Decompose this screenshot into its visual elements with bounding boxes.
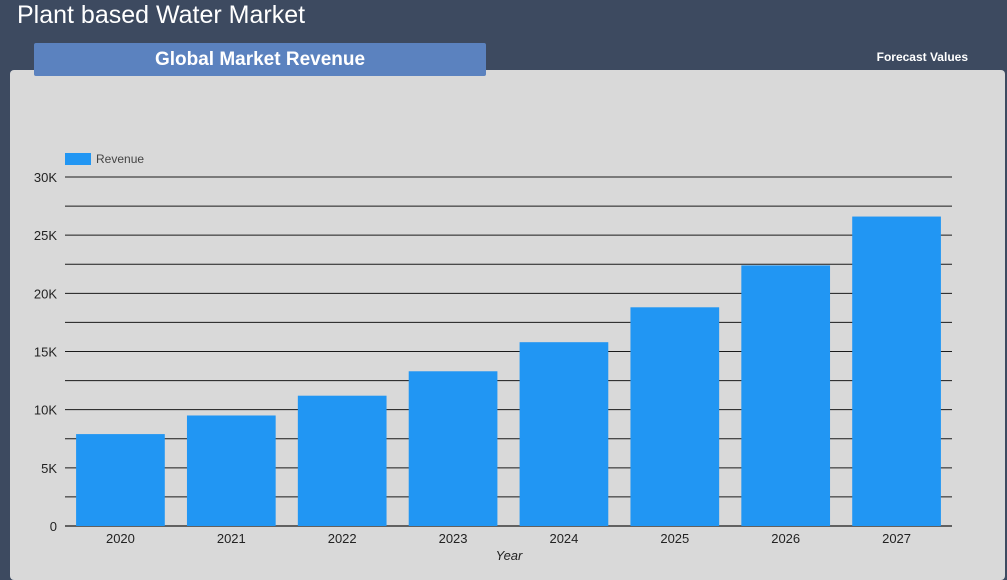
bar-2024[interactable] [519, 342, 609, 526]
bar-2020[interactable] [76, 434, 165, 526]
y-tick-label: 10K [34, 403, 57, 418]
legend: Revenue [65, 152, 144, 166]
bars [76, 216, 941, 526]
legend-swatch-revenue [65, 153, 91, 165]
x-tick-label: 2022 [328, 531, 357, 546]
x-tick-label: 2027 [882, 531, 911, 546]
bar-2027[interactable] [852, 216, 941, 526]
y-axis-ticks: 0 5K 10K 15K 20K 25K 30K [34, 170, 57, 534]
x-tick-label: 2024 [549, 531, 578, 546]
legend-label-revenue: Revenue [96, 152, 144, 166]
bar-2022[interactable] [297, 395, 387, 526]
y-tick-label: 15K [34, 345, 57, 360]
y-tick-label: 5K [41, 461, 57, 476]
bar-2026[interactable] [741, 265, 831, 526]
y-tick-label: 25K [34, 228, 57, 243]
x-axis-ticks: 2020 2021 2022 2023 2024 2025 2026 2027 [106, 531, 911, 546]
y-tick-label: 0 [50, 519, 57, 534]
x-tick-label: 2025 [660, 531, 689, 546]
x-tick-label: 2023 [439, 531, 468, 546]
y-tick-label: 30K [34, 170, 57, 185]
bar-2023[interactable] [408, 371, 498, 526]
x-tick-label: 2021 [217, 531, 246, 546]
x-tick-label: 2020 [106, 531, 135, 546]
chart-panel [10, 70, 1005, 580]
global-market-revenue-tab[interactable]: Global Market Revenue [34, 43, 486, 76]
x-axis-title: Year [496, 548, 523, 563]
y-tick-label: 20K [34, 286, 57, 301]
page-title: Plant based Water Market [17, 1, 306, 29]
bar-2021[interactable] [186, 415, 276, 526]
bar-2025[interactable] [630, 307, 720, 526]
forecast-values-label: Forecast Values [876, 50, 968, 64]
x-tick-label: 2026 [771, 531, 800, 546]
